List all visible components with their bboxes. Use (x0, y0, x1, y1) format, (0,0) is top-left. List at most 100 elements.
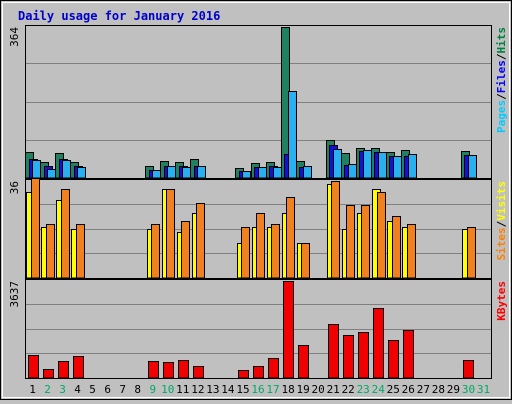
bar-sites-day-15 (241, 227, 250, 279)
chart-title: Daily usage for January 2016 (18, 9, 220, 23)
bar-sites-day-21 (331, 181, 340, 279)
legend-item: Visits (495, 181, 508, 221)
legend-item: Hits (495, 27, 508, 54)
bar-kbytes-day-1 (28, 355, 39, 379)
day-label: 21 (327, 383, 340, 396)
bar-pages-day-17 (273, 167, 282, 179)
bar-kbytes-day-15 (238, 370, 249, 379)
legend: Pages/Files/Hits (495, 27, 508, 133)
day-label: 12 (191, 383, 204, 396)
day-label: 17 (266, 383, 279, 396)
legend-item: / (495, 220, 508, 227)
bar-sites-day-10 (166, 189, 175, 279)
bar-sites-day-17 (271, 224, 280, 279)
day-label: 30 (462, 383, 475, 396)
bar-kbytes-day-26 (403, 330, 414, 379)
kbytes-panel: 3637 KBytes (8, 279, 508, 379)
bar-pages-day-4 (77, 167, 86, 179)
day-label: 22 (342, 383, 355, 396)
bar-sites-day-18 (286, 197, 295, 279)
bar-pages-day-2 (47, 169, 56, 179)
bar-sites-day-25 (392, 216, 401, 279)
day-label: 18 (281, 383, 294, 396)
bar-kbytes-day-23 (358, 332, 369, 379)
day-label: 27 (417, 383, 430, 396)
bar-pages-day-18 (288, 91, 297, 179)
bar-sites-day-30 (467, 227, 476, 279)
bar-kbytes-day-25 (388, 340, 399, 379)
bar-sites-day-23 (361, 205, 370, 279)
bar-sites-day-16 (256, 213, 265, 279)
day-label: 6 (104, 383, 111, 396)
bar-kbytes-day-22 (343, 335, 354, 379)
hits-panel: 364 Pages/Files/Hits (8, 25, 508, 179)
bar-sites-day-2 (46, 224, 55, 279)
bar-sites-day-9 (151, 224, 160, 279)
bar-pages-day-3 (62, 160, 71, 179)
chart-inner-frame (2, 2, 510, 398)
bar-kbytes-day-10 (163, 362, 174, 379)
bar-pages-day-16 (258, 167, 267, 179)
legend: Sites/Visits (495, 181, 508, 261)
day-label: 2 (44, 383, 51, 396)
bar-pages-day-11 (182, 167, 191, 179)
legend-item: Sites (495, 227, 508, 260)
bar-pages-day-22 (348, 164, 357, 179)
legend: KBytes (495, 281, 508, 321)
axis-max-label: 3637 (8, 281, 21, 308)
bar-sites-day-11 (181, 221, 190, 279)
day-label: 31 (477, 383, 490, 396)
axis-max-label: 36 (8, 181, 21, 194)
bar-sites-day-26 (407, 224, 416, 279)
bar-pages-day-21 (333, 149, 342, 179)
bar-kbytes-day-17 (268, 358, 279, 379)
bar-sites-day-19 (301, 243, 310, 279)
legend-item: KBytes (495, 281, 508, 321)
bar-pages-day-1 (32, 160, 41, 179)
bar-pages-day-15 (242, 171, 251, 179)
day-label: 16 (251, 383, 264, 396)
day-labels: 1 2 3 4 5 6 7 8 9 10 11 12 13 14 15 16 17 18 19 20 21 22 23 24 2… (29, 383, 490, 396)
bar-sites-day-1 (31, 178, 40, 279)
legend-item: / (495, 93, 508, 100)
bar-kbytes-day-19 (298, 345, 309, 379)
day-label: 15 (236, 383, 249, 396)
visits-panel: 36 Sites/Visits (8, 178, 508, 279)
day-label: 7 (119, 383, 126, 396)
day-label: 11 (176, 383, 189, 396)
bar-kbytes-day-24 (373, 308, 384, 379)
bar-pages-day-25 (393, 156, 402, 179)
day-label: 25 (387, 383, 400, 396)
bar-pages-day-12 (197, 166, 206, 179)
day-label: 26 (402, 383, 415, 396)
bar-kbytes-day-9 (148, 361, 159, 379)
bar-kbytes-day-12 (193, 366, 204, 379)
bar-sites-day-12 (196, 203, 205, 279)
day-label: 5 (89, 383, 96, 396)
bar-pages-day-19 (303, 166, 312, 179)
day-label: 29 (447, 383, 460, 396)
day-label: 8 (134, 383, 141, 396)
bar-kbytes-day-3 (58, 361, 69, 379)
legend-item: / (495, 53, 508, 60)
bar-kbytes-day-30 (463, 360, 474, 379)
day-label: 10 (161, 383, 174, 396)
bar-sites-day-22 (346, 205, 355, 279)
bar-kbytes-day-16 (253, 366, 264, 379)
axis-max-label: 364 (8, 27, 21, 47)
day-label: 9 (149, 383, 156, 396)
bar-kbytes-day-11 (178, 360, 189, 379)
day-label: 1 (29, 383, 36, 396)
bar-kbytes-day-21 (328, 324, 339, 379)
day-label: 14 (221, 383, 235, 396)
day-label: 23 (357, 383, 370, 396)
bar-kbytes-day-4 (73, 356, 84, 379)
bar-pages-day-9 (152, 170, 161, 179)
day-label: 20 (311, 383, 324, 396)
bar-pages-day-30 (468, 155, 477, 179)
bar-pages-day-24 (378, 152, 387, 179)
bar-pages-day-10 (167, 166, 176, 179)
day-label: 24 (372, 383, 386, 396)
